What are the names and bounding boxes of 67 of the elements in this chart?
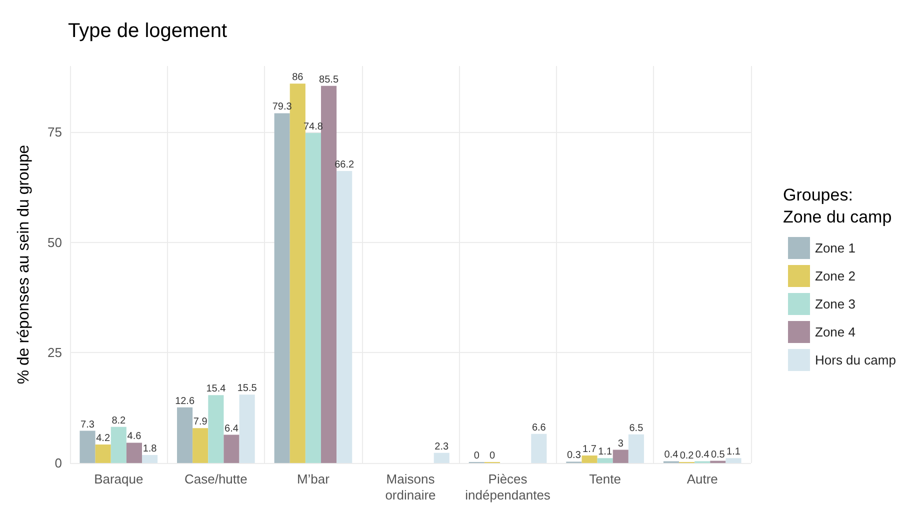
data-label: 0.4 (664, 450, 679, 461)
x-tick-label: M’bar (296, 472, 330, 486)
data-label: 15.5 (237, 383, 258, 394)
bar (290, 84, 306, 463)
data-label: 7.3 (80, 419, 95, 430)
data-label: 4.6 (127, 431, 142, 442)
y-tick-label: 50 (48, 234, 62, 250)
bar (305, 133, 321, 463)
x-tick-label: Autre (686, 472, 718, 486)
bar (110, 426, 126, 463)
legend-label: Zone 1 (815, 240, 856, 256)
legend-label: Zone 4 (815, 324, 856, 340)
data-label: 3 (618, 438, 624, 450)
bar (628, 434, 644, 463)
data-label: 0 (489, 450, 496, 462)
bar (320, 86, 337, 463)
bar (80, 430, 96, 463)
data-label: 1.7 (582, 444, 597, 455)
bar (224, 434, 240, 463)
x-tick-label: Pièces indépendantes (465, 472, 551, 502)
data-label: 0.3 (566, 450, 582, 462)
bar (177, 407, 193, 463)
data-label: 86 (292, 72, 304, 84)
data-label: 85.5 (319, 74, 339, 86)
data-label: 1.8 (142, 444, 158, 455)
bar (239, 394, 255, 463)
y-tick-label: 75 (48, 124, 62, 140)
data-label: 15.4 (206, 384, 226, 395)
data-label: 1.1 (598, 446, 612, 458)
bar (434, 452, 450, 463)
legend-label: Zone 3 (815, 296, 856, 312)
y-tick-label: 25 (48, 345, 62, 360)
data-label: 2.3 (434, 441, 450, 452)
bar (531, 434, 547, 463)
legend-title: Groupes: Zone du camp (783, 186, 892, 226)
legend-label: Hors du camp (815, 352, 896, 368)
data-label: 12.6 (175, 396, 195, 407)
x-tick-label: Maisons ordinaire (385, 472, 436, 502)
bar (582, 456, 598, 463)
bar (95, 444, 111, 463)
y-tick-label: 0 (54, 456, 62, 470)
data-label: 7.9 (193, 416, 208, 428)
chart-title: Type de logement (68, 20, 228, 42)
y-axis-title: % de réponses au sein du groupe (16, 144, 32, 384)
x-tick-label: Baraque (94, 472, 144, 486)
bar (726, 458, 742, 463)
bar (192, 428, 208, 463)
bar (597, 458, 613, 463)
data-label: 8.2 (112, 415, 126, 426)
legend-label: Zone 2 (815, 268, 856, 284)
data-label: 6.6 (532, 422, 546, 434)
bar (336, 170, 352, 463)
data-label: 1.1 (726, 446, 741, 458)
bar (612, 450, 628, 463)
data-label: 0.2 (680, 450, 694, 462)
data-label: 6.5 (629, 422, 644, 434)
bar (142, 455, 158, 463)
x-tick-label: Case/hutte (184, 472, 248, 486)
data-label: 0.5 (710, 449, 726, 460)
bar (126, 442, 142, 463)
data-label: 0 (474, 450, 480, 462)
bar (274, 113, 290, 463)
data-label: 6.4 (224, 423, 239, 434)
bar (208, 395, 224, 463)
data-label: 4.2 (96, 432, 110, 444)
data-label: 0.4 (695, 450, 710, 461)
x-tick-label: Tente (589, 472, 621, 486)
